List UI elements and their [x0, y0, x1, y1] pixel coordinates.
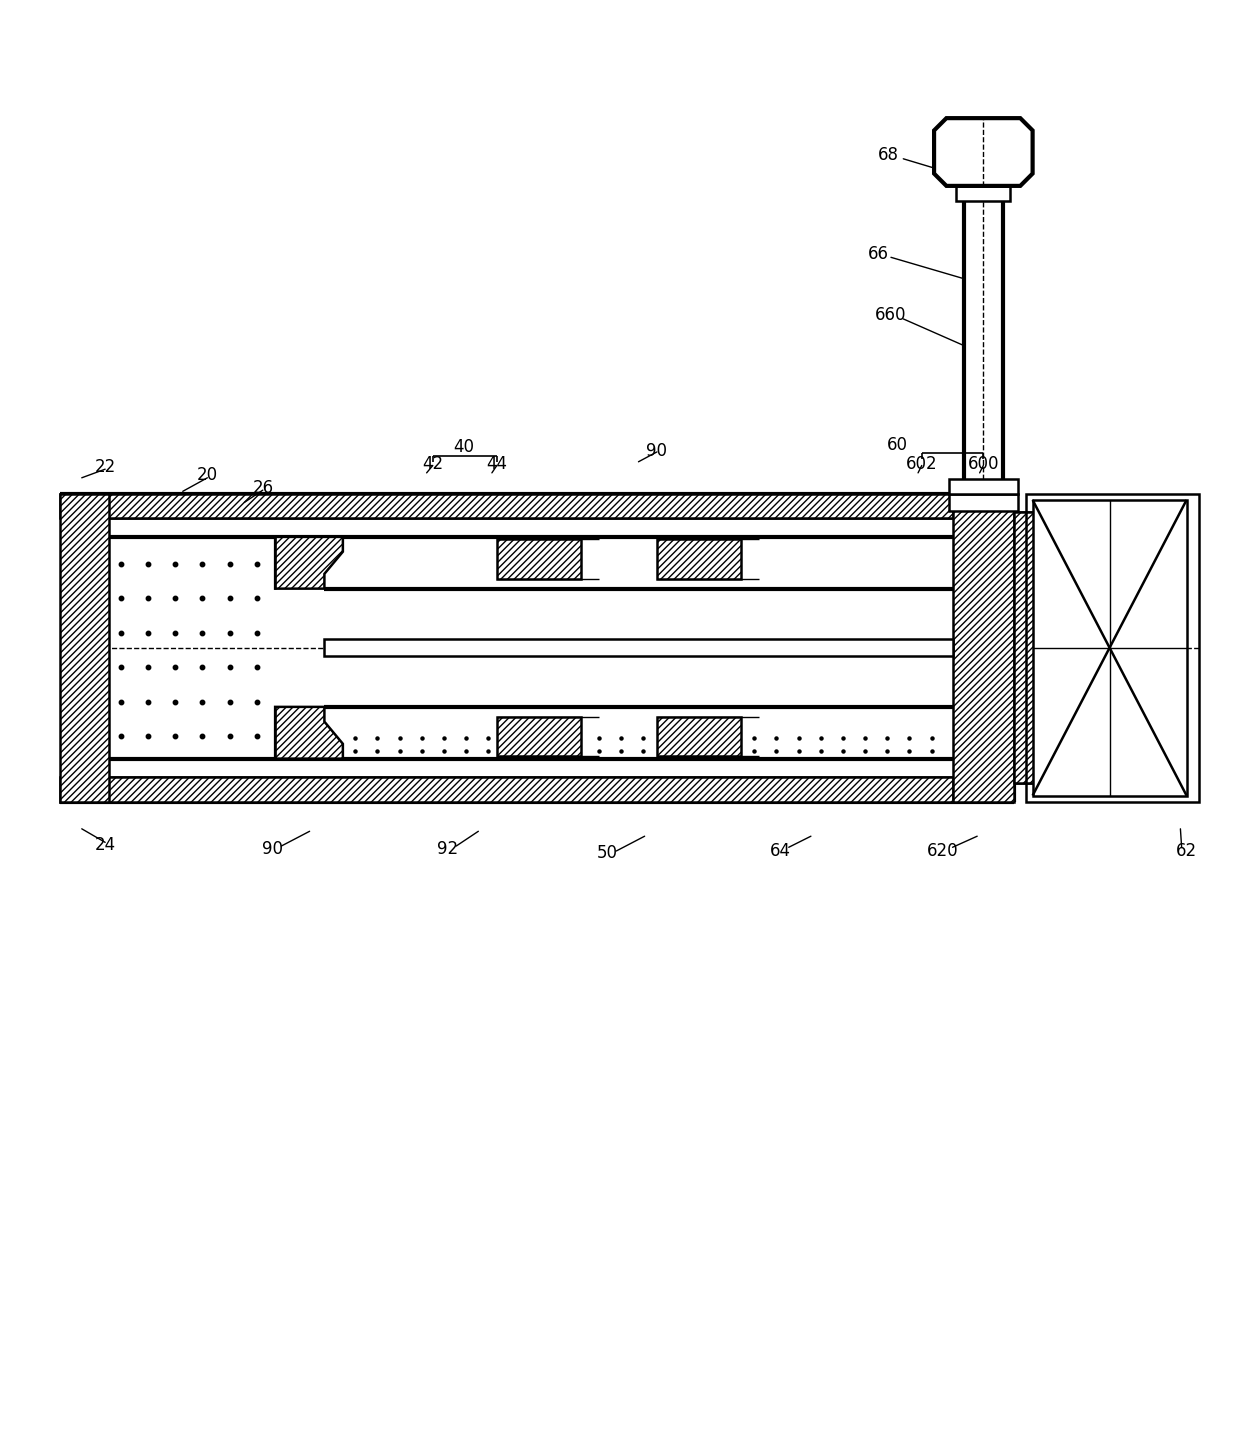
Bar	[325, 640, 952, 657]
Bar	[956, 186, 1011, 200]
Text: 620: 620	[926, 841, 959, 860]
Text: 40: 40	[453, 438, 474, 456]
Text: 26: 26	[252, 478, 273, 497]
Bar	[949, 494, 1018, 511]
Bar	[1027, 494, 1199, 801]
Text: 20: 20	[197, 467, 218, 484]
Text: 60: 60	[887, 435, 908, 454]
Polygon shape	[275, 537, 343, 588]
Bar	[952, 494, 1014, 801]
Text: 90: 90	[262, 840, 283, 857]
Text: 660: 660	[875, 306, 906, 325]
Text: 90: 90	[646, 442, 667, 459]
Text: 602: 602	[906, 455, 937, 474]
Text: 68: 68	[878, 146, 899, 165]
Text: 44: 44	[486, 455, 507, 474]
Bar	[497, 717, 580, 756]
Text: 42: 42	[423, 455, 444, 474]
Polygon shape	[934, 119, 1033, 186]
Text: 22: 22	[94, 458, 115, 475]
Bar	[949, 479, 1018, 494]
Bar	[1033, 499, 1187, 796]
Bar	[657, 717, 740, 756]
Bar	[60, 494, 109, 801]
Text: 64: 64	[770, 841, 791, 860]
Bar	[60, 777, 952, 801]
Text: 50: 50	[598, 844, 619, 863]
Bar	[497, 539, 580, 578]
Bar	[657, 539, 740, 578]
Text: 92: 92	[436, 840, 458, 857]
Text: 600: 600	[967, 455, 999, 474]
Text: 62: 62	[1176, 841, 1197, 860]
Text: 66: 66	[868, 245, 889, 263]
Text: 24: 24	[94, 836, 115, 854]
Bar	[1014, 512, 1037, 783]
Polygon shape	[275, 707, 343, 758]
Bar	[60, 494, 952, 518]
